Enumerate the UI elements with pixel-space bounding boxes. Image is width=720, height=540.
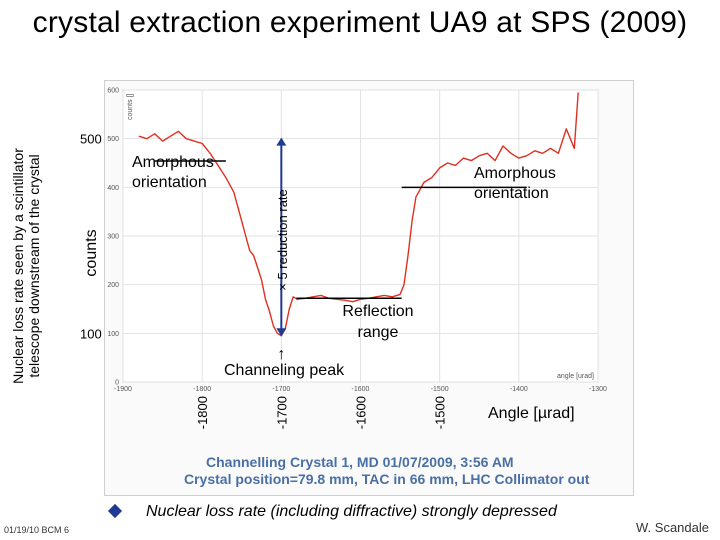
amorphous-right-label: orientation <box>474 185 549 202</box>
y-tick-label: 400 <box>107 185 119 192</box>
footer-date: 01/19/10 BCM 6 <box>4 525 70 535</box>
reflection-label: range <box>358 324 399 341</box>
y-tick-label: 300 <box>107 234 119 241</box>
y-tick-label: 100 <box>107 331 119 338</box>
x-tick-label: -1500 <box>431 386 449 393</box>
big-y-label: 500 <box>80 132 102 147</box>
reduction-arrow-head <box>276 328 287 337</box>
x-tick-label: -1800 <box>193 386 211 393</box>
author-name: W. Scandale <box>636 520 709 535</box>
axis-layer: 0 100 200 300 400 500 600 -1900 -1800 -1700 -1600 -… <box>80 88 607 430</box>
data-series-line <box>138 92 579 337</box>
y-tick-label: 600 <box>107 88 119 95</box>
big-x-label: -1700 <box>274 396 289 429</box>
x-tick-label: -1900 <box>114 386 132 393</box>
bottom-note-rest: (including diffractive) strongly depress… <box>266 503 557 520</box>
x-axis-small-label: angle [urad] <box>557 373 594 380</box>
reflection-label: Reflection <box>342 303 413 320</box>
series-layer <box>138 92 579 337</box>
x-axis-label: Angle [µrad] <box>488 405 575 422</box>
bottom-note-emphasis: Nuclear loss rate <box>146 503 267 520</box>
caption-line: Channelling Crystal 1, MD 01/07/2009, 3:… <box>206 454 514 470</box>
slide-title: crystal extraction experiment UA9 at SPS… <box>32 6 688 39</box>
big-x-label: -1800 <box>195 396 210 429</box>
reduction-label: × 5 reduction rate <box>275 189 290 291</box>
y-tick-label: 500 <box>107 136 119 143</box>
annotation-layer: Amorphous orientation Amorphous orientation… <box>132 137 590 487</box>
grid-layer <box>122 89 599 383</box>
y-axis-label: counts <box>83 229 100 276</box>
up-arrow-icon: ↑ <box>277 346 285 363</box>
x-tick-label: -1300 <box>589 386 607 393</box>
x-tick-label: -1700 <box>272 386 290 393</box>
x-tick-label: -1600 <box>352 386 370 393</box>
bottom-note: Nuclear loss rate (including diffractive… <box>146 503 557 521</box>
big-x-label: -1500 <box>433 396 448 429</box>
y-tick-label: 0 <box>115 380 119 387</box>
amorphous-right-label: Amorphous <box>474 165 556 182</box>
caption-line: Crystal position=79.8 mm, TAC in 66 mm, … <box>184 471 590 487</box>
y-axis-small-label: counts [] <box>127 93 134 120</box>
x-tick-label: -1400 <box>510 386 528 393</box>
big-y-label: 100 <box>80 326 102 341</box>
channeling-label: Channeling peak <box>224 362 345 379</box>
big-x-label: -1600 <box>354 396 369 429</box>
amorphous-left-label: Amorphous <box>132 154 214 171</box>
reduction-arrow-tail <box>276 137 287 146</box>
amorphous-left-label: orientation <box>132 174 207 191</box>
y-tick-label: 200 <box>107 282 119 289</box>
